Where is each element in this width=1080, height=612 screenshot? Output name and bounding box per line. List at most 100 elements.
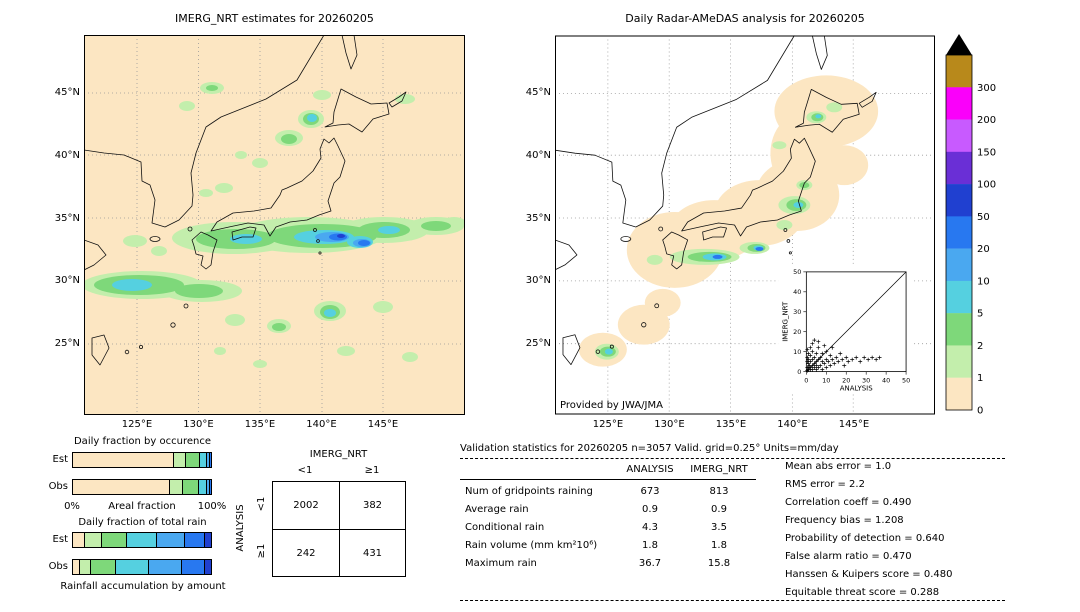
stat-imerg-value: 15.8 [707,558,731,569]
contingency-cell: 431 [339,529,405,576]
scatter-point [812,338,817,343]
stat-row-label: Maximum rain [465,558,537,569]
scatter-point [814,367,819,372]
lat-tick: 30°N [54,275,80,287]
stacked-bar-est [72,452,212,468]
scatter-point [810,363,815,368]
scatter-point [806,351,811,356]
stacked-bar-obs [72,479,212,495]
scatter-point [874,357,879,362]
lat-tick: 30°N [525,275,551,287]
stat-analysis-value: 36.7 [638,558,662,569]
lat-tick: 45°N [525,87,551,98]
lon-tick: 145°E [367,419,399,430]
lat-tick: 40°N [54,149,80,161]
scatter-point [810,357,815,362]
bar-row-label: Obs [48,481,68,492]
scatter-point [822,343,827,348]
svg-text:30: 30 [793,308,801,316]
stat-analysis-value: 4.3 [642,522,658,533]
colorbar-block [946,87,972,120]
bar-segment-peach [73,480,170,494]
bar-segment-lightblue [148,560,182,574]
scatter-point [820,351,825,356]
scatter-point [812,355,817,360]
inset-axis-ticks: 00 10 10 20 20 30 30 40 40 50 50 [793,268,910,385]
bar-segment-lightblue [206,480,210,494]
scatter-point [824,349,829,354]
scatter-point [836,359,841,364]
scatter-point [832,361,837,366]
scatter-point [838,351,843,356]
lat-tick: 25°N [54,338,80,349]
imerg-precipitation-map [84,35,465,415]
scatter-point [824,357,829,362]
metric-line: Probability of detection = 0.640 [785,533,945,544]
scatter-point [842,363,847,368]
inset-ylabel: IMERG_NRT [781,301,789,342]
stat-imerg-value: 3.5 [711,522,727,533]
colorbar-tick-label: 20 [977,244,990,255]
scatter-point [816,365,821,370]
svg-text:20: 20 [842,377,850,385]
scatter-point [822,361,827,366]
scatter-point [828,363,833,368]
scatter-point [866,357,871,362]
colorbar-block [946,377,972,411]
precip-field-imerg [84,82,465,368]
scatter-point [808,345,813,350]
bar-segment-green [186,453,200,467]
left-map-title: IMERG_NRT estimates for 20260205 [175,12,374,25]
scatter-point [805,347,810,352]
totalrain-chart-title: Daily fraction of total rain [78,517,207,528]
scatter-point [820,367,825,372]
contingency-cell: 2002 [293,500,319,511]
stat-analysis-value: 0.9 [642,504,658,515]
bar-segment-cyan [126,533,158,547]
lon-tick: 130°E [183,419,214,430]
scatter-point [870,355,875,360]
scatter-point [816,357,821,362]
colorbar-tick-label: 100 [977,180,996,191]
inset-xlabel: ANALYSIS [840,385,873,393]
colorbar-tick-label: 0 [977,406,983,416]
scatter-point [820,359,825,364]
metric-line: Correlation coeff = 0.490 [785,497,912,508]
colorbar-block [946,216,972,249]
right-map-title: Daily Radar-AMeDAS analysis for 20260205 [625,12,865,25]
colorbar-block [946,119,972,153]
lon-tick: 145°E [838,419,870,430]
scatter-point [834,355,839,360]
bar-row-label: Est [52,534,68,545]
stat-row-label: Rain volume (mm km²10⁶) [465,540,598,551]
stats-title: Validation statistics for 20260205 n=305… [460,443,839,454]
scatter-point [830,345,835,350]
bar-segment-cyan [198,480,207,494]
totalrain-caption: Rainfall accumulation by amount [60,581,226,592]
colorbar-block [946,151,972,185]
colorbar-tick-label: 1 [977,373,983,384]
scatter-point [850,357,855,362]
lat-tick: 25°N [525,338,551,349]
scatter-point [812,361,817,366]
colorbar-block [946,280,972,314]
lon-tick: 140°E [306,419,337,430]
bar-segment-peach [73,453,174,467]
occurrence-chart-title: Daily fraction by occurence [73,436,211,447]
lat-tick: 45°N [54,87,80,98]
divider-dashed-top [460,458,1005,459]
contingency-col-header: ≥1 [364,465,380,476]
bar-segment-green [101,533,127,547]
bar-segment-cyan [115,560,149,574]
scatter-point [854,355,859,360]
scatter-point [808,365,813,370]
colorbar-tick-label: 300 [977,83,996,94]
colorbar-tick-label: 10 [977,276,990,287]
metric-line: Mean abs error = 1.0 [785,461,892,472]
bar-segment-peach [73,560,80,574]
colorbar-block [946,184,972,217]
bar-segment-cyan [199,453,207,467]
svg-text:20: 20 [793,328,801,336]
scatter-point [824,365,829,370]
scatter-point [840,357,845,362]
